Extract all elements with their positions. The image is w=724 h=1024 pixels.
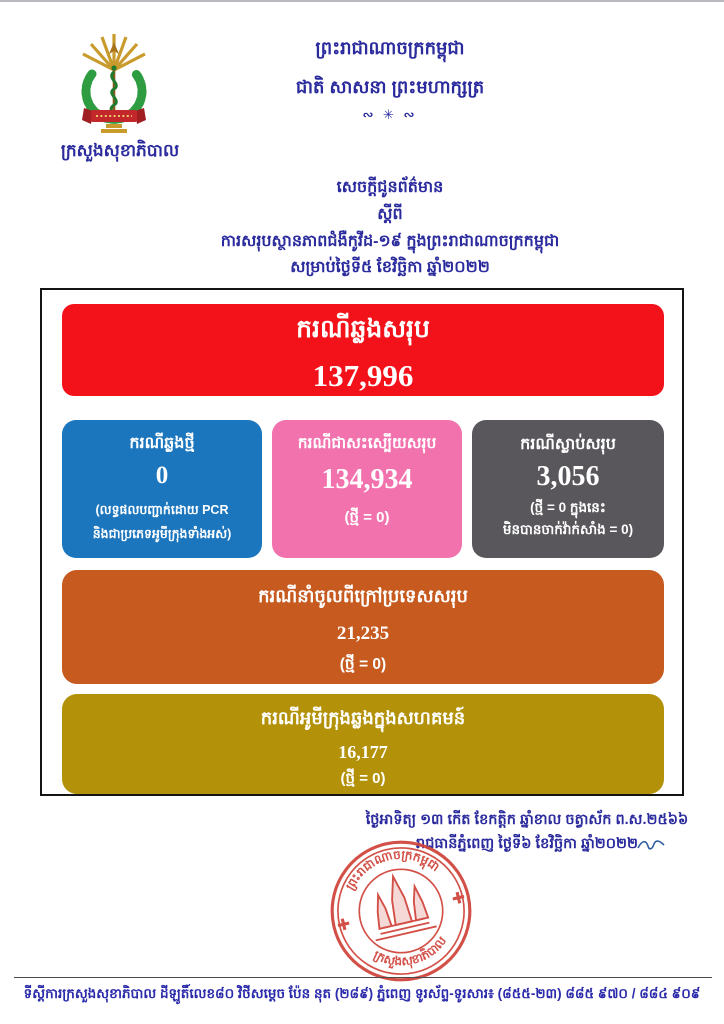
recovered-note: (ថ្មី = 0) [344, 509, 390, 526]
total-cases-label: ករណីឆ្លងសរុប [296, 315, 430, 343]
imported-cases-note: (ថ្មី = 0) [339, 656, 387, 673]
ministry-name-label: ក្រសួងសុខាភិបាល [60, 141, 180, 160]
moh-logo-svg [81, 34, 147, 133]
total-cases-value: 137,996 [312, 358, 414, 393]
stamp-icon: ព្រះរាជាណាចក្រកម្ពុជា ក្រសួងសុខាភិបាល [330, 837, 472, 982]
logo-base-1 [106, 124, 122, 128]
recovered-label: ករណីជាសះស្បើយសរុប [297, 435, 437, 452]
deaths-note-line1: (ថ្មី = 0 ក្នុងនេះ [530, 500, 606, 515]
new-cases-card: ករណីឆ្លងថ្មី 0 (លទ្ធផលបញ្ជាក់ដោយ PCR និង… [62, 420, 262, 558]
footer-address: ទីស្តីការក្រសួងសុខាភិបាល ដីឡូតិ៍លេខ៨០ វិ… [23, 986, 701, 1001]
svg-text:ព្រះរាជាណាចក្រកម្ពុជា: ព្រះរាជាណាចក្រកម្ពុជា [337, 837, 444, 895]
imported-cases-card: ករណីនាំចូលពីក្រៅប្រទេសសរុប 21,235 (ថ្មី … [62, 570, 664, 684]
title-line-1: សេចក្តីជូនព័ត៌មាន [336, 179, 444, 196]
deaths-value: 3,056 [536, 461, 600, 492]
new-cases-label: ករណីឆ្លងថ្មី [129, 435, 195, 452]
community-cases-label: ករណីអូមីក្រុងឆ្លងក្នុងសហគមន៍ [260, 708, 466, 728]
signature-squiggle-icon [637, 840, 665, 850]
signature-mark [636, 836, 666, 854]
logo-ribbon-right [135, 108, 146, 124]
title-line-4: សម្រាប់ថ្ងៃទី៥ ខែវិច្ឆិកា ឆ្នាំ២០២២ [290, 259, 490, 277]
title-line-3: ការសរុបស្ថានភាពជំងឺកូវីដ-១៩ ក្នុងព្រះរាជ… [220, 232, 560, 250]
ministry-of-health-logo-icon [66, 28, 162, 142]
stats-container: ករណីឆ្លងសរុប 137,996 ករណីឆ្លងថ្មី 0 (លទ្… [40, 288, 684, 796]
document-title: សេចក្តីជូនព័ត៌មាន ស្តីពី ការសរុបស្ថានភាព… [70, 176, 710, 283]
deaths-label: ករណីស្លាប់សរុប [520, 436, 616, 453]
total-cases-card: ករណីឆ្លងសរុប 137,996 [62, 304, 664, 396]
recovered-card: ករណីជាសះស្បើយសរុប 134,934 (ថ្មី = 0) [272, 420, 462, 558]
new-cases-note-line1: (លទ្ធផលបញ្ជាក់ដោយ PCR [95, 503, 229, 517]
deaths-note: (ថ្មី = 0 ក្នុងនេះ មិនបានចាក់វ៉ាក់សាំង =… [472, 497, 664, 540]
logo-finial [109, 42, 119, 54]
logo-base-2 [101, 129, 127, 133]
dateline-gregorian: រាជធានីភ្នំពេញ ថ្ងៃទី៦ ខែវិច្ឆិកា ឆ្នាំ២… [415, 835, 638, 852]
title-line-2: ស្តីពី [377, 205, 403, 223]
community-cases-note: (ថ្មី = 0) [340, 770, 386, 787]
community-cases-card: ករណីអូមីក្រុងឆ្លងក្នុងសហគមន៍ 16,177 (ថ្ម… [62, 694, 664, 794]
deaths-card: ករណីស្លាប់សរុប 3,056 (ថ្មី = 0 ក្នុងនេះ … [472, 420, 664, 558]
logo-rays [82, 34, 146, 72]
community-cases-value: 16,177 [338, 742, 388, 762]
new-cases-note: (លទ្ធផលបញ្ជាក់ដោយ PCR និងជាប្រភេទអូមីក្រ… [62, 499, 262, 547]
dateline: ថ្ងៃអាទិត្យ ១៣ កើត ខែកត្តិក ឆ្នាំខាល ចត្… [336, 809, 718, 857]
stamp-top-text: ព្រះរាជាណាចក្រកម្ពុជា [337, 837, 444, 895]
official-stamp: ព្រះរាជាណាចក្រកម្ពុជា ក្រសួងសុខាភិបាល [313, 823, 488, 998]
new-cases-value: 0 [155, 462, 169, 489]
stamp-angkor-wat [375, 872, 437, 942]
page-top-edge [0, 0, 724, 2]
national-header: ព្រះរាជាណាចក្រកម្ពុជា ជាតិ សាសនា ព្រះមហា… [190, 36, 590, 123]
imported-cases-label: ករណីនាំចូលពីក្រៅប្រទេសសរុប [258, 586, 468, 606]
stamp-cross-left [337, 918, 350, 931]
khmer-ornament: ∾ ✳ ∾ [362, 107, 418, 122]
new-cases-note-line2: និងជាប្រភេទអូមីក្រុងទាំងអស់) [92, 526, 232, 541]
stamp-cross-right [452, 891, 465, 904]
dateline-lunar: ថ្ងៃអាទិត្យ ១៣ កើត ខែកត្តិក ឆ្នាំខាល ចត្… [365, 812, 689, 828]
kingdom-line: ព្រះរាជាណាចក្រកម្ពុជា [315, 38, 465, 58]
deaths-note-line2: មិនបានចាក់វ៉ាក់សាំង = 0) [502, 521, 634, 537]
footer-divider [14, 977, 712, 978]
logo-snake-head [111, 65, 117, 71]
imported-cases-value: 21,235 [336, 623, 390, 644]
motto-line: ជាតិ សាសនា ព្រះមហាក្សត្រ [295, 77, 485, 97]
logo-ribbon-left [82, 108, 93, 124]
recovered-value: 134,934 [321, 464, 413, 495]
